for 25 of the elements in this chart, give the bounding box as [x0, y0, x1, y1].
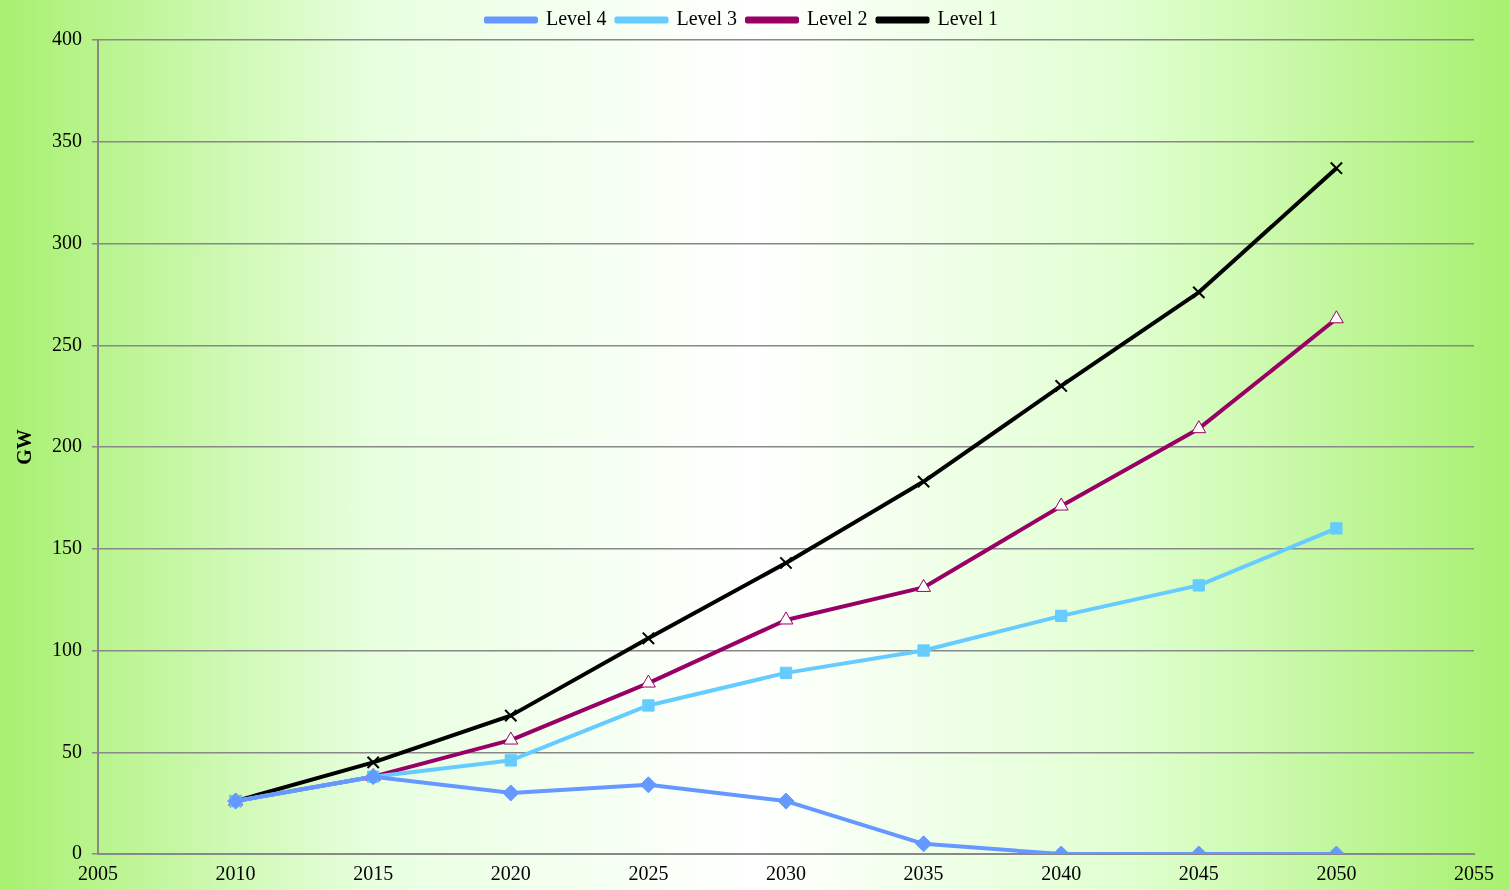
y-tick-label: 100 — [52, 637, 82, 660]
x-tick-label: 2030 — [766, 862, 806, 885]
x-tick-label: 2010 — [215, 862, 256, 885]
legend-label: Level 3 — [676, 7, 737, 30]
x-tick-label: 2050 — [1316, 862, 1357, 885]
y-tick-label: 350 — [52, 129, 82, 151]
y-tick-label: 250 — [52, 332, 82, 355]
x-tick-label: 2015 — [353, 862, 394, 885]
legend-label: Level 2 — [807, 7, 868, 30]
y-tick-label: 400 — [52, 27, 82, 50]
y-tick-label: 200 — [52, 434, 82, 457]
y-axis-title: GW — [13, 429, 36, 465]
y-tick-label: 50 — [62, 739, 82, 762]
x-tick-label: 2005 — [78, 862, 118, 885]
legend-label: Level 1 — [937, 7, 999, 30]
x-tick-label: 2020 — [490, 862, 531, 885]
x-tick-label: 2040 — [1041, 862, 1082, 885]
y-tick-label: 300 — [52, 230, 82, 253]
x-tick-label: 2045 — [1178, 862, 1219, 885]
x-tick-label: 2055 — [1454, 862, 1494, 885]
x-tick-label: 2025 — [628, 862, 669, 885]
legend-label: Level 4 — [545, 7, 607, 30]
x-tick-label: 2035 — [903, 862, 944, 885]
y-tick-label: 0 — [72, 841, 82, 864]
y-tick-label: 150 — [52, 536, 82, 558]
